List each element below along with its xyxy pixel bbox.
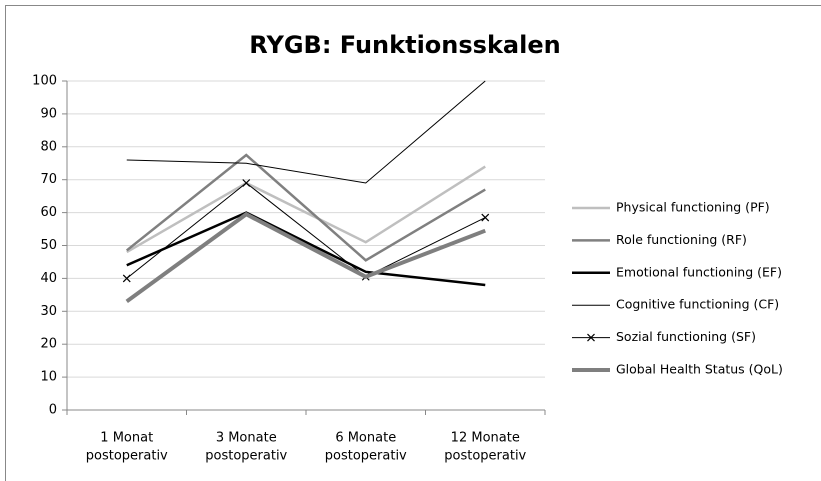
line [125,211,486,304]
legend-label: Cognitive functioning (CF) [616,297,779,312]
legend-label: Sozial functioning (SF) [616,329,756,344]
chart-title: RYGB: Funktionsskalen [249,31,560,59]
y-tick-label: 60 [40,205,57,220]
y-tick-label: 70 [40,172,57,187]
y-tick-label: 80 [40,139,57,154]
y-tick-label: 40 [40,271,57,286]
x-tick-label: postoperativ [205,449,287,464]
y-tick-label: 90 [40,106,57,121]
x-tick-label: 3 Monate [216,431,277,446]
legend-marker [587,333,595,342]
x-tick-label: postoperativ [444,449,526,464]
legend-label: Role functioning (RF) [616,232,747,247]
legend-label: Global Health Status (QoL) [616,362,783,377]
marker [122,274,131,283]
line [126,211,486,287]
y-tick-label: 0 [49,403,57,418]
x-tick-label: 6 Monate [335,431,396,446]
marker [242,179,251,187]
line [126,182,486,279]
y-tick-label: 30 [40,304,57,319]
line [125,153,486,262]
x-tick-label: 1 Monat [100,431,153,446]
legend-label: Emotional functioning (EF) [616,264,782,279]
x-tick-label: postoperativ [86,449,168,464]
y-tick-label: 100 [32,74,57,89]
chart-border [5,5,821,481]
x-tick-label: 12 Monate [451,431,520,446]
line [126,165,486,254]
y-tick-label: 20 [40,337,57,352]
y-tick-label: 10 [40,370,57,385]
line [126,80,486,184]
marker [481,213,490,222]
y-tick-label: 50 [40,238,57,253]
legend-label: Physical functioning (PF) [616,200,770,215]
x-tick-label: postoperativ [325,449,407,464]
